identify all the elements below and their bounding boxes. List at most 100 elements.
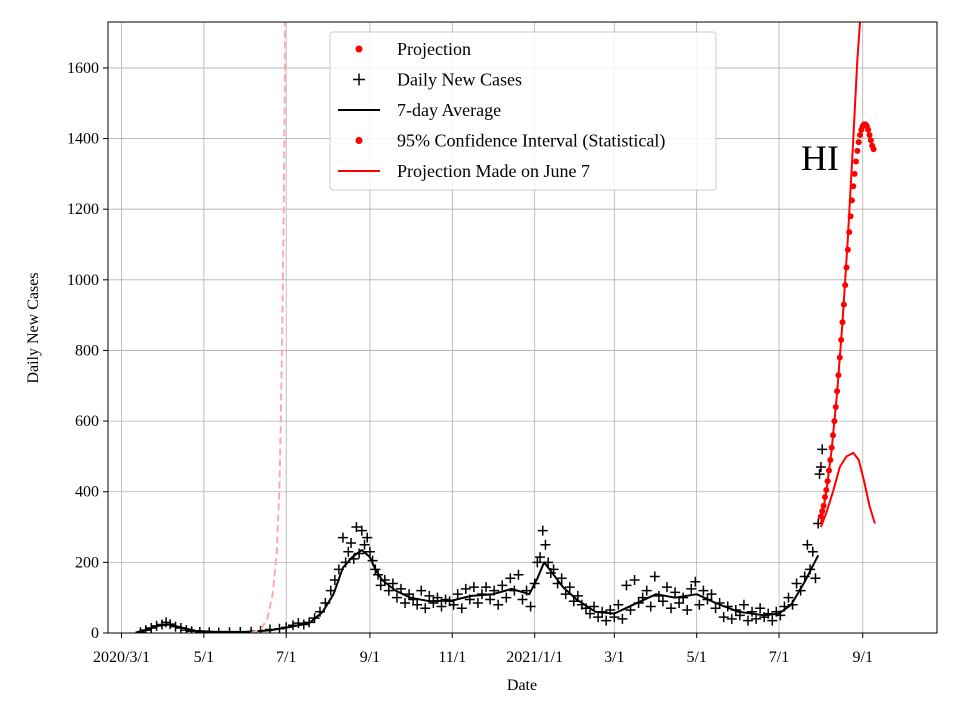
data-point [436,601,447,612]
x-tick-label: 7/1 [276,649,296,666]
data-point [346,537,357,548]
data-point [535,552,546,563]
data-point [497,580,508,591]
data-point [387,578,398,589]
legend-label: Projection [397,39,471,59]
legend-entry: 95% Confidence Interval (Statistical) [355,131,665,152]
data-point [532,557,543,568]
data-point [867,137,874,144]
x-tick-label: 5/1 [194,649,214,666]
data-point [513,569,524,580]
data-point [593,612,604,623]
data-point [706,589,717,600]
x-tick-label: 3/1 [604,649,624,666]
data-point [468,582,479,593]
data-point [564,582,575,593]
x-tick-label: 5/1 [686,649,706,666]
data-point [391,592,402,603]
data-point [670,587,681,598]
data-point [448,599,459,610]
data-point [751,613,762,624]
data-point [400,597,411,608]
legend-entry: Projection Made on June 7 [338,161,590,181]
y-tick-label: 1000 [67,272,99,289]
data-point [694,599,705,610]
x-tick-label: 2021/1/1 [506,649,563,666]
data-point [814,469,825,480]
data-point [359,539,370,550]
data-point [485,594,496,605]
data-point [767,615,778,626]
legend-label: 95% Confidence Interval (Statistical) [397,131,665,152]
data-point [452,589,463,600]
legend-marker [353,73,365,86]
data-point [855,139,862,146]
data-point [424,590,435,601]
data-point [556,573,567,584]
data-point [505,573,516,584]
legend-marker [355,45,363,53]
data-point [601,615,612,626]
data-point [817,444,828,455]
x-tick-label: 11/1 [438,649,466,666]
series-daily-new-cases [135,444,828,633]
data-point [472,597,483,608]
data-point [641,585,652,596]
series-line [819,22,861,524]
data-point [791,578,802,589]
y-tick-label: 1600 [67,60,99,77]
legend-entry: Projection [355,39,471,59]
data-point [852,158,859,165]
data-point [649,571,660,582]
x-axis-title: Date [507,677,537,694]
data-point [807,546,818,557]
data-point [857,132,864,139]
data-point [617,613,628,624]
data-point [351,522,362,533]
data-point [747,606,758,617]
data-point [343,546,354,557]
data-point [525,601,536,612]
state-annotation: HI [801,138,839,178]
legend-label: Projection Made on June 7 [397,161,590,181]
data-point [742,615,753,626]
data-point [851,170,858,177]
series-projection-made-on-june-7 [250,22,286,633]
x-tick-label: 7/1 [769,649,789,666]
series-projection [819,22,861,524]
legend-label: 7-day Average [397,100,501,120]
data-point [364,546,375,557]
y-tick-label: 0 [91,625,99,642]
data-point [621,580,632,591]
data-point [585,608,596,619]
legend-box [329,31,717,191]
data-point [501,592,512,603]
data-point [537,525,548,536]
data-point [645,601,656,612]
data-point [460,583,471,594]
data-point [802,539,813,550]
data-point [657,596,668,607]
series-line [819,451,876,528]
legend-entry: Daily New Cases [353,70,522,90]
data-point [428,597,439,608]
y-tick-label: 800 [75,342,99,359]
data-point [755,603,766,614]
data-point [726,613,737,624]
legend-marker [355,137,363,144]
plot-area [135,22,877,633]
series-line [250,22,286,633]
data-point [682,605,693,616]
data-point [337,532,348,543]
data-point [870,146,877,153]
data-point [613,599,624,610]
data-point [865,126,872,133]
series-projection-lower [819,451,876,528]
data-point [810,573,821,584]
x-tick-label: 9/1 [360,649,380,666]
y-tick-label: 400 [75,484,99,501]
x-tick-label: 9/1 [853,649,873,666]
data-point [738,599,749,610]
x-tick-label: 2020/3/1 [93,649,150,666]
